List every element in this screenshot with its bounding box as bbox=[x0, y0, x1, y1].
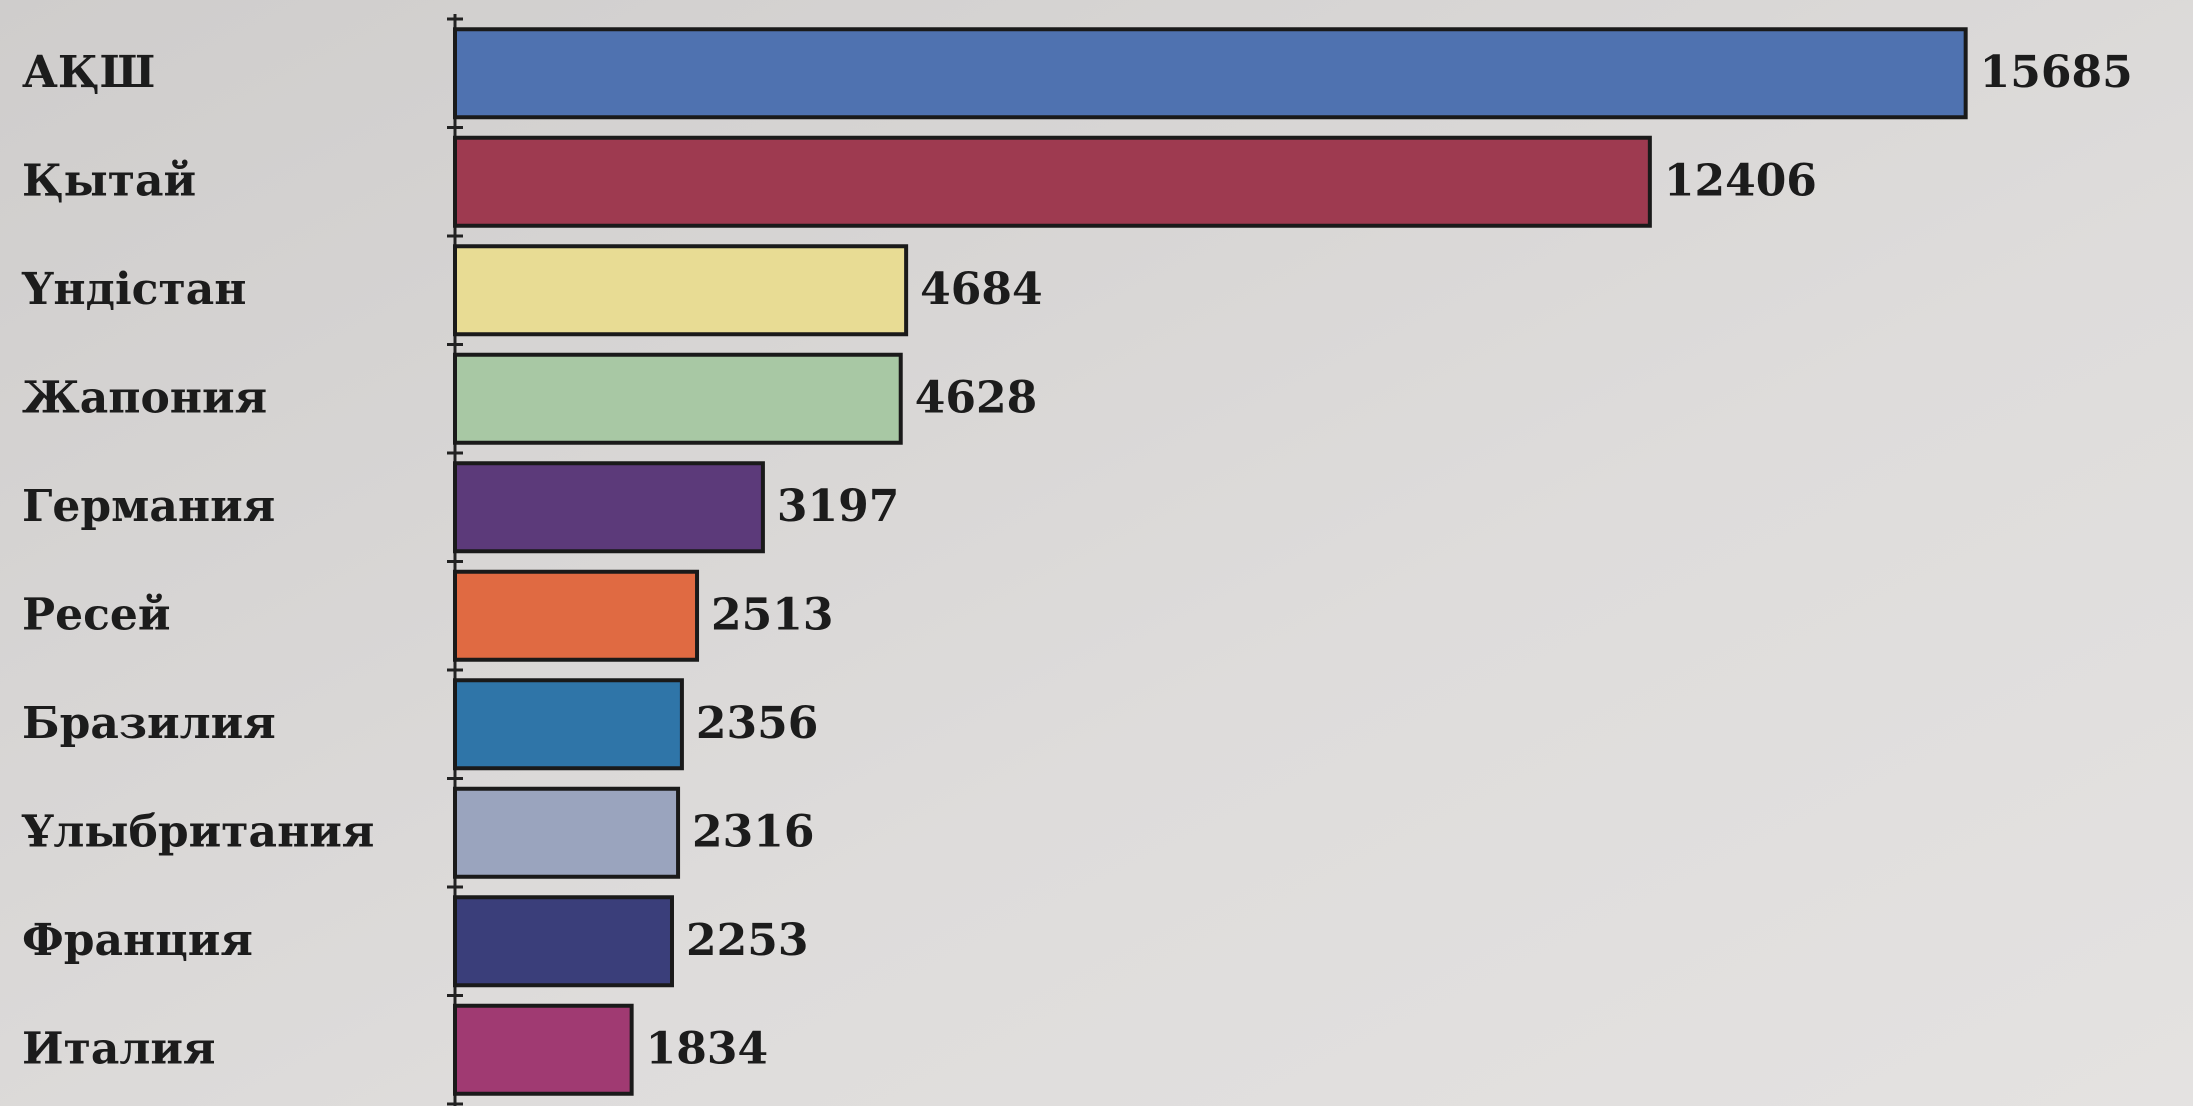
value-label: 15685 bbox=[1980, 47, 2133, 98]
bar bbox=[453, 895, 674, 988]
category-label: Ұлыбритания bbox=[21, 806, 374, 857]
bar bbox=[453, 678, 684, 771]
value-label: 1834 bbox=[646, 1023, 768, 1074]
value-label: 2316 bbox=[692, 806, 814, 857]
bar bbox=[453, 569, 700, 662]
value-label: 4628 bbox=[915, 372, 1037, 423]
bar bbox=[453, 352, 903, 445]
value-label: 2253 bbox=[686, 915, 808, 966]
value-label: 12406 bbox=[1664, 155, 1817, 206]
value-label: 2513 bbox=[711, 589, 833, 640]
category-label: Германия bbox=[22, 481, 275, 532]
bar bbox=[453, 27, 1968, 120]
bar bbox=[453, 1003, 634, 1096]
value-label: 2356 bbox=[696, 698, 818, 749]
category-label: Қытай bbox=[22, 155, 196, 206]
bar bbox=[453, 461, 765, 554]
category-label: Франция bbox=[22, 915, 253, 966]
bar bbox=[453, 786, 681, 879]
bar bbox=[453, 244, 909, 337]
category-label: Италия bbox=[22, 1023, 216, 1074]
category-label: Бразилия bbox=[22, 698, 276, 749]
category-label: Жапония bbox=[22, 372, 267, 423]
value-label: 3197 bbox=[777, 481, 899, 532]
bar bbox=[453, 135, 1652, 228]
category-label: АҚШ bbox=[22, 47, 155, 98]
value-label: 4684 bbox=[920, 264, 1042, 315]
category-label: Ресей bbox=[22, 589, 171, 640]
category-label: Үндістан bbox=[21, 264, 246, 315]
